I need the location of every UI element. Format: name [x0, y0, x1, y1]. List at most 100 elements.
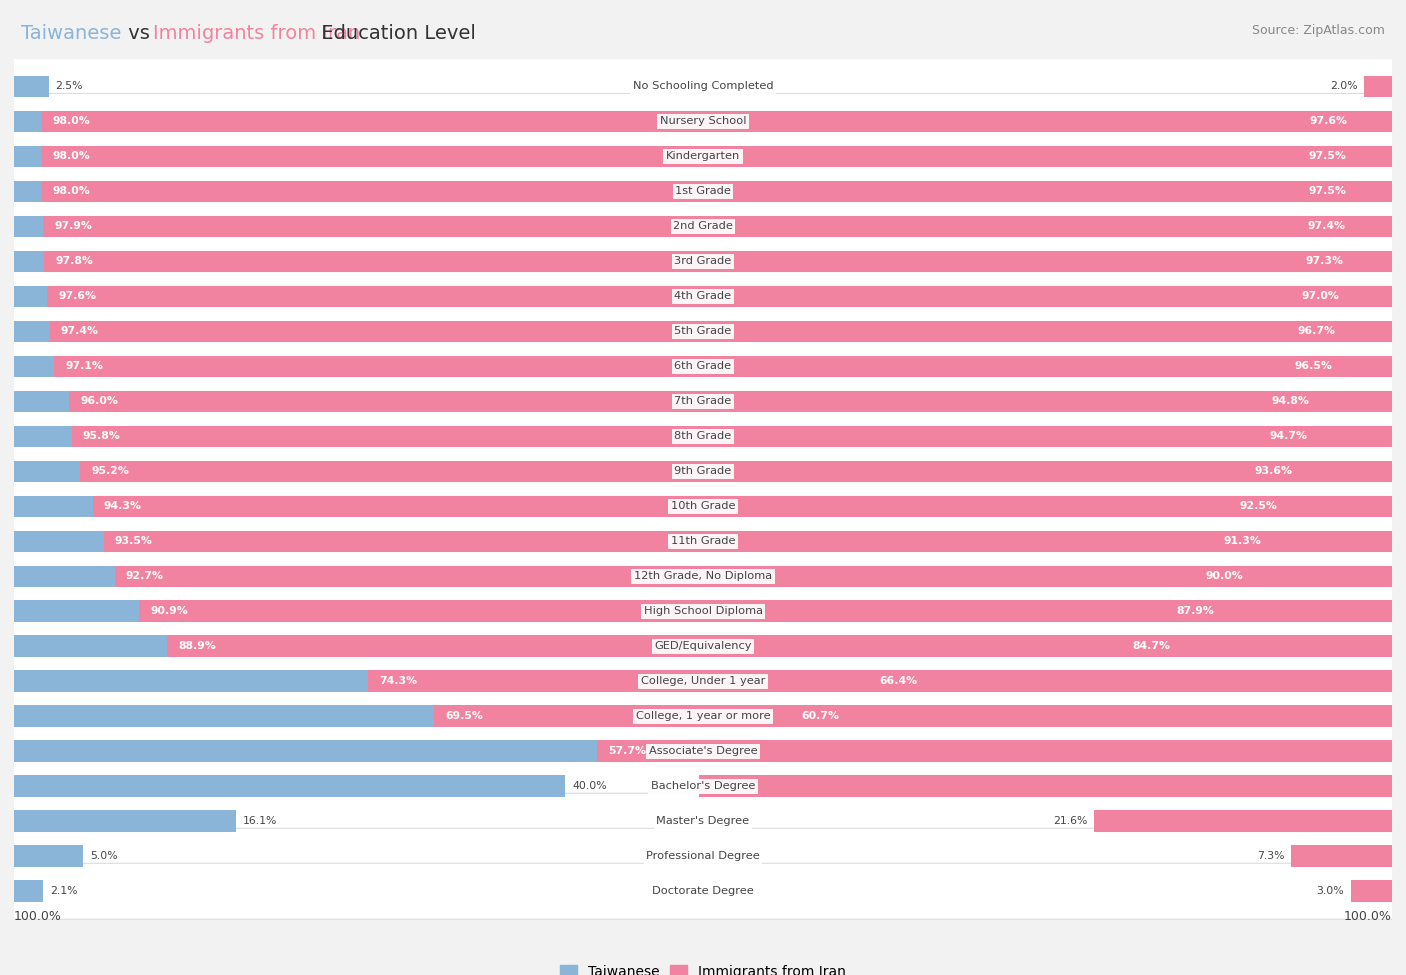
Text: 9th Grade: 9th Grade	[675, 466, 731, 477]
Text: vs: vs	[122, 24, 156, 43]
Bar	[69, 391, 1392, 412]
Bar	[139, 601, 1392, 622]
Bar	[14, 180, 1358, 202]
Text: 84.7%: 84.7%	[1132, 642, 1170, 651]
Text: 94.8%: 94.8%	[1271, 397, 1309, 407]
Bar	[14, 145, 1358, 168]
Text: 57.7%: 57.7%	[607, 746, 645, 757]
Bar	[14, 356, 1344, 377]
Text: 5.0%: 5.0%	[90, 851, 118, 861]
FancyBboxPatch shape	[10, 794, 1396, 849]
Text: Associate's Degree: Associate's Degree	[648, 746, 758, 757]
Bar	[167, 636, 1392, 657]
Bar	[14, 636, 1181, 657]
Bar	[42, 145, 1392, 168]
Text: 87.9%: 87.9%	[1177, 606, 1215, 616]
Text: GED/Equivalency: GED/Equivalency	[654, 642, 752, 651]
Text: 3rd Grade: 3rd Grade	[675, 256, 731, 266]
Text: 97.6%: 97.6%	[58, 292, 96, 301]
Bar	[42, 180, 1392, 202]
Text: 69.5%: 69.5%	[446, 712, 484, 722]
FancyBboxPatch shape	[10, 548, 1396, 604]
Bar	[14, 460, 1303, 483]
Bar	[14, 810, 236, 832]
Text: 11th Grade: 11th Grade	[671, 536, 735, 546]
Legend: Taiwanese, Immigrants from Iran: Taiwanese, Immigrants from Iran	[554, 959, 852, 975]
FancyBboxPatch shape	[10, 514, 1396, 569]
Text: 92.7%: 92.7%	[125, 571, 163, 581]
FancyBboxPatch shape	[10, 863, 1396, 919]
Bar	[14, 530, 1272, 552]
Text: 90.0%: 90.0%	[1205, 571, 1243, 581]
Text: College, 1 year or more: College, 1 year or more	[636, 712, 770, 722]
Text: 96.5%: 96.5%	[1295, 362, 1333, 371]
Text: 2.0%: 2.0%	[1330, 82, 1358, 92]
Text: 100.0%: 100.0%	[14, 910, 62, 923]
Text: Source: ZipAtlas.com: Source: ZipAtlas.com	[1251, 24, 1385, 37]
Text: 12th Grade, No Diploma: 12th Grade, No Diploma	[634, 571, 772, 581]
Bar	[1351, 880, 1392, 902]
Bar	[1094, 810, 1392, 832]
Bar	[14, 740, 671, 762]
Text: Immigrants from Iran: Immigrants from Iran	[153, 24, 360, 43]
Text: 97.0%: 97.0%	[1302, 292, 1340, 301]
FancyBboxPatch shape	[10, 338, 1396, 395]
FancyBboxPatch shape	[10, 688, 1396, 744]
Text: Kindergarten: Kindergarten	[666, 151, 740, 162]
Text: 96.7%: 96.7%	[1298, 327, 1336, 336]
Text: 2nd Grade: 2nd Grade	[673, 221, 733, 231]
Bar	[14, 775, 565, 798]
Text: 6th Grade: 6th Grade	[675, 362, 731, 371]
Text: 97.1%: 97.1%	[65, 362, 103, 371]
FancyBboxPatch shape	[10, 303, 1396, 360]
Text: College, Under 1 year: College, Under 1 year	[641, 677, 765, 686]
FancyBboxPatch shape	[10, 759, 1396, 814]
Text: 94.7%: 94.7%	[1270, 431, 1308, 442]
Bar	[53, 356, 1392, 377]
FancyBboxPatch shape	[10, 653, 1396, 709]
Text: 74.3%: 74.3%	[380, 677, 418, 686]
Text: 5th Grade: 5th Grade	[675, 327, 731, 336]
Text: High School Diploma: High School Diploma	[644, 606, 762, 616]
Text: 97.4%: 97.4%	[60, 327, 98, 336]
Text: 7.3%: 7.3%	[1257, 851, 1285, 861]
Text: 92.5%: 92.5%	[1240, 501, 1278, 511]
Text: 3.0%: 3.0%	[1316, 886, 1344, 896]
Text: Bachelor's Degree: Bachelor's Degree	[651, 781, 755, 792]
Bar	[368, 671, 1392, 692]
Text: Master's Degree: Master's Degree	[657, 816, 749, 826]
FancyBboxPatch shape	[10, 479, 1396, 534]
Text: 4th Grade: 4th Grade	[675, 292, 731, 301]
Text: 97.8%: 97.8%	[55, 256, 93, 266]
Text: 88.9%: 88.9%	[179, 642, 215, 651]
Text: 97.9%: 97.9%	[53, 221, 91, 231]
Bar	[49, 321, 1392, 342]
Bar	[48, 286, 1392, 307]
Text: 95.2%: 95.2%	[91, 466, 129, 477]
Bar	[699, 775, 1392, 798]
Text: 96.0%: 96.0%	[80, 397, 118, 407]
Text: 66.4%: 66.4%	[880, 677, 918, 686]
Text: 97.5%: 97.5%	[1309, 186, 1347, 196]
Text: 97.4%: 97.4%	[1308, 221, 1346, 231]
FancyBboxPatch shape	[10, 94, 1396, 149]
Text: 2.5%: 2.5%	[55, 82, 83, 92]
Text: Education Level: Education Level	[315, 24, 475, 43]
Text: 98.0%: 98.0%	[52, 151, 90, 162]
Bar	[14, 321, 1347, 342]
Bar	[72, 425, 1392, 448]
Text: 2.1%: 2.1%	[49, 886, 77, 896]
Text: Taiwanese: Taiwanese	[21, 24, 121, 43]
Text: 21.6%: 21.6%	[1053, 816, 1087, 826]
FancyBboxPatch shape	[10, 723, 1396, 779]
Bar	[14, 671, 929, 692]
Bar	[1291, 845, 1392, 867]
Bar	[14, 425, 1319, 448]
Bar	[14, 76, 48, 98]
FancyBboxPatch shape	[10, 129, 1396, 184]
Text: Professional Degree: Professional Degree	[647, 851, 759, 861]
Bar	[434, 706, 1392, 727]
Bar	[104, 530, 1392, 552]
Text: 91.3%: 91.3%	[1223, 536, 1261, 546]
Text: 97.5%: 97.5%	[1309, 151, 1347, 162]
